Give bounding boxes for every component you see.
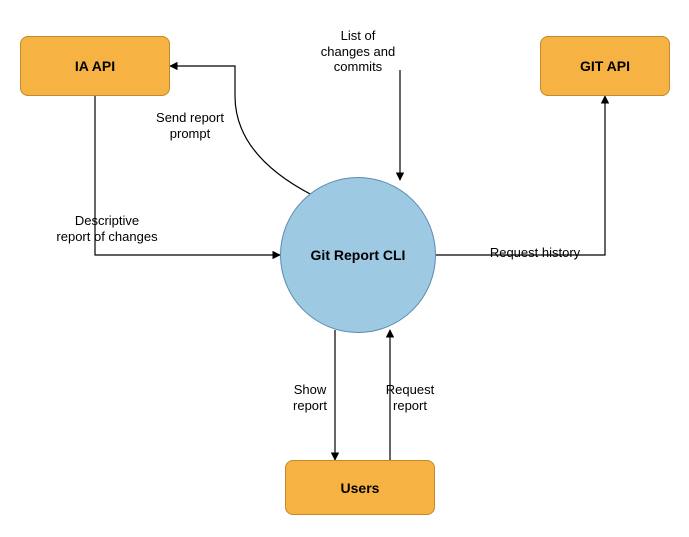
node-git-api-label: GIT API: [580, 58, 630, 74]
node-cli: Git Report CLI: [280, 177, 436, 333]
node-ia-api-label: IA API: [75, 58, 115, 74]
node-users-label: Users: [341, 480, 380, 496]
edge-label-descriptive: Descriptive report of changes: [27, 213, 187, 244]
diagram-canvas: IA API GIT API Users Git Report CLI Send…: [0, 0, 689, 537]
edge-label-send-prompt: Send report prompt: [110, 110, 270, 141]
edge-label-request-history: Request history: [455, 245, 615, 261]
node-git-api: GIT API: [540, 36, 670, 96]
node-ia-api: IA API: [20, 36, 170, 96]
edge-label-list-changes: List of changes and commits: [278, 28, 438, 75]
node-cli-label: Git Report CLI: [311, 247, 406, 263]
node-users: Users: [285, 460, 435, 515]
edge-request-history: [436, 96, 605, 255]
edge-label-request-report: Request report: [330, 382, 490, 413]
